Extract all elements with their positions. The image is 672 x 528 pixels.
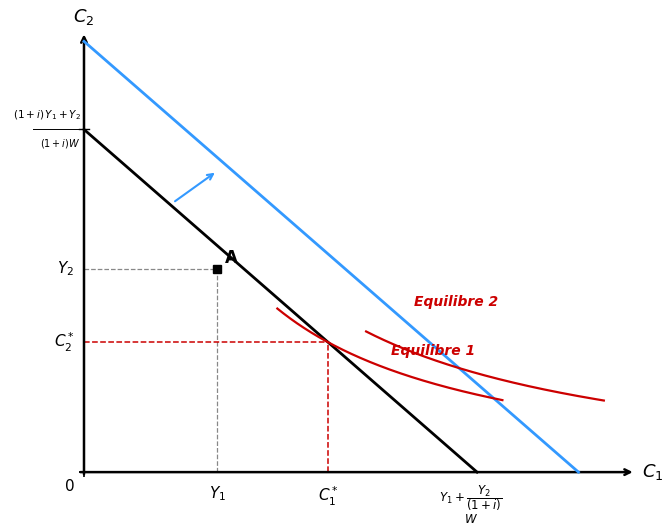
Text: Equilibre 1: Equilibre 1 [392,344,476,357]
Text: $(1+i)\,Y_1+Y_2$: $(1+i)\,Y_1+Y_2$ [13,109,81,122]
Text: 0: 0 [65,479,75,494]
Text: $C_1^*$: $C_1^*$ [318,484,339,507]
Text: Equilibre 2: Equilibre 2 [414,295,498,309]
Text: $C_2^*$: $C_2^*$ [54,331,75,354]
Text: $Y_1$: $Y_1$ [208,484,226,503]
Text: $C_1$: $C_1$ [642,462,663,482]
Text: $C_2$: $C_2$ [73,7,95,26]
Text: $(1+i)W$: $(1+i)W$ [40,137,81,150]
Text: $W$: $W$ [464,513,478,526]
Text: A: A [225,249,239,267]
Text: $Y_2$: $Y_2$ [58,260,75,278]
Text: $Y_1 + \dfrac{Y_2}{(1+i)}$: $Y_1 + \dfrac{Y_2}{(1+i)}$ [439,483,503,513]
